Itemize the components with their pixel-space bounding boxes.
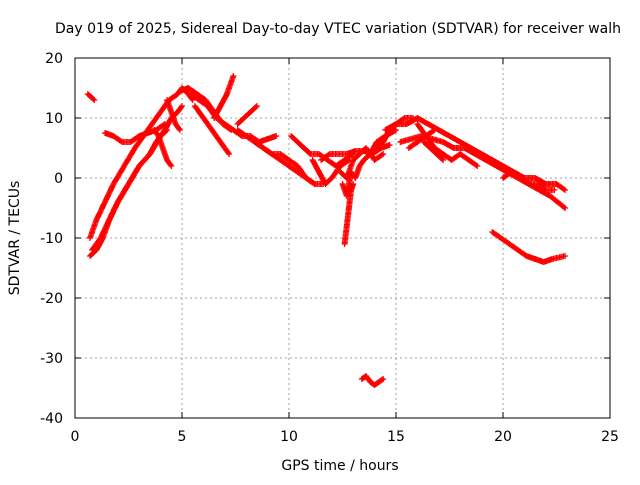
data-series-arc-19 [341,181,357,247]
data-series-arc-22 [382,115,569,193]
data-series-arc-10 [191,103,233,157]
data-marks-arc-28 [500,169,558,193]
x-tick-label: 5 [178,429,187,445]
y-tick-label: -40 [40,411,63,427]
data-marks-arc-14 [251,139,327,187]
data-marks-arc-7 [164,97,183,133]
data-marks-arc-12 [234,103,260,127]
data-marks-arc-6 [151,127,175,169]
data-marks-arc-23 [397,133,569,211]
data-series-arc-23 [397,133,569,211]
axis-ticks: 0 5 10 15 20 25 -40 -30 -20 -10 0 10 20 [40,51,619,445]
data-series-arc-6 [151,127,175,169]
data-series-arc-24 [414,121,481,169]
y-tick-label: 20 [45,51,63,67]
data-marks-arc-11 [211,73,237,121]
data-series-arc-20 [337,145,387,181]
y-tick-label: 0 [54,171,63,187]
data-series-arc-11 [211,73,237,121]
data-points [84,73,569,388]
data-marks-arc-16 [309,157,352,187]
x-tick-label: 0 [71,429,80,445]
data-series-arc-28 [500,169,558,193]
y-tick-label: -20 [40,291,63,307]
x-axis-label: GPS time / hours [281,458,398,474]
data-marks-arc-22 [382,115,569,193]
x-tick-label: 25 [601,429,619,445]
data-series-arc-26 [405,127,438,151]
data-series-arc-29 [358,373,387,388]
data-marks-arc-25 [420,139,447,163]
data-series-arc-16 [309,157,352,187]
data-series-arc-25 [420,139,447,163]
data-marks-arc-24 [414,121,481,169]
chart-title: Day 019 of 2025, Sidereal Day-to-day VTE… [55,21,621,37]
data-marks-arc-19 [341,181,357,247]
data-series-arc-7 [164,97,183,133]
y-tick-label: -30 [40,351,63,367]
x-tick-label: 10 [280,429,298,445]
data-series-arc-4 [84,91,98,103]
data-marks-arc-26 [405,127,438,151]
data-series-arc-14 [251,139,327,187]
data-marks-arc-27 [489,229,569,265]
y-tick-label: 10 [45,111,63,127]
data-marks-arc-4 [84,91,98,103]
x-tick-label: 20 [494,429,512,445]
y-tick-label: -10 [40,231,63,247]
data-series-arc-12 [234,103,260,127]
data-series-arc-27 [489,229,569,265]
data-marks-arc-29 [358,373,387,388]
x-tick-label: 15 [387,429,405,445]
data-marks-arc-20 [337,145,387,181]
y-axis-label: SDTVAR / TECUs [7,181,23,296]
data-marks-arc-10 [191,103,233,157]
